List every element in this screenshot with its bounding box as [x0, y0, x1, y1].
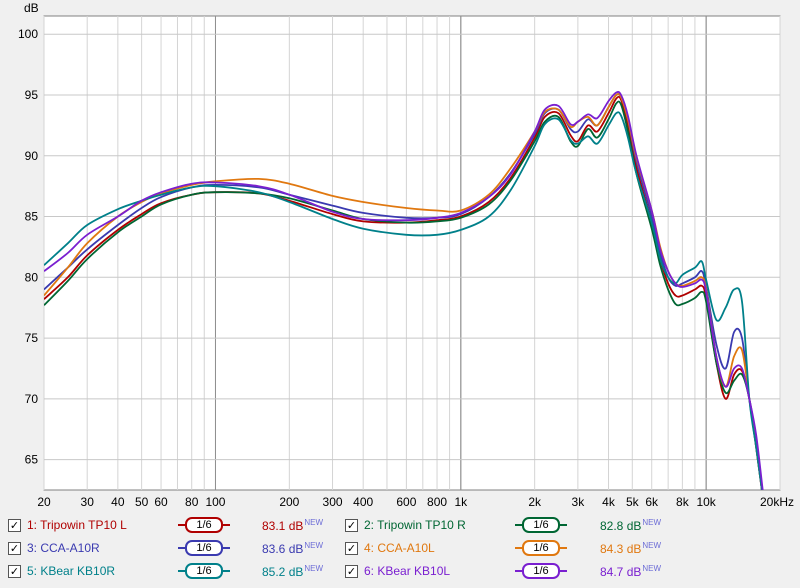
x-tick-label: 400 — [353, 495, 373, 508]
series-lines — [44, 91, 764, 490]
y-tick-label: 95 — [25, 88, 39, 102]
x-tick-label: 5k — [626, 495, 640, 508]
legend-label: 6: KBear KB10L — [364, 564, 451, 578]
x-tick-label: 600 — [396, 495, 416, 508]
x-tick-label: 80 — [185, 495, 199, 508]
legend-checkbox[interactable]: ✓ — [8, 518, 21, 532]
legend-item-3: ✓ 3: CCA-A10R — [8, 537, 100, 559]
x-tick-label: 1k — [454, 495, 468, 508]
x-tick-label: 50 — [135, 495, 149, 508]
new-badge: NEW — [642, 564, 662, 573]
new-badge: NEW — [304, 564, 324, 573]
y-tick-label: 80 — [25, 270, 39, 284]
legend-item-5: ✓ 5: KBear KB10R — [8, 560, 115, 582]
y-tick-labels: 65 70 75 80 85 90 95 100 — [18, 27, 38, 466]
x-tick-label: 10k — [696, 495, 716, 508]
legend-label: 2: Tripowin TP10 R — [364, 518, 466, 532]
y-tick-label: 70 — [25, 392, 39, 406]
legend-checkbox[interactable]: ✓ — [8, 564, 21, 578]
legend-label: 5: KBear KB10R — [27, 564, 116, 578]
legend-checkbox[interactable]: ✓ — [8, 541, 21, 555]
plot-area — [43, 15, 781, 491]
x-tick-label: 60 — [154, 495, 168, 508]
smoothing-selector[interactable]: 1/6 — [185, 540, 223, 556]
series-line-6 — [44, 91, 764, 490]
legend-item-2: ✓ 2: Tripowin TP10 R — [345, 514, 466, 536]
y-tick-label: 100 — [18, 27, 38, 41]
legend-item-6: ✓ 6: KBear KB10L — [345, 560, 450, 582]
y-axis-label: dB — [24, 1, 39, 15]
x-tick-label: 200 — [279, 495, 299, 508]
frequency-response-chart: 65 70 75 80 85 90 95 100 20 30 40 50 60 80 100 200 300 4… — [18, 1, 794, 508]
smoothing-selector[interactable]: 1/6 — [522, 540, 560, 556]
x-tick-label: 3k — [572, 495, 586, 508]
x-tick-label: 4k — [602, 495, 616, 508]
x-tick-label: 8k — [676, 495, 690, 508]
legend-checkbox[interactable]: ✓ — [345, 518, 358, 532]
smoothing-selector[interactable]: 1/6 — [522, 563, 560, 579]
legend-level: 84.7 dBNEW — [600, 564, 662, 579]
y-tick-label: 65 — [25, 453, 39, 467]
legend-level: 83.1 dBNEW — [262, 518, 324, 533]
legend-level: 85.2 dBNEW — [262, 564, 324, 579]
legend-level: 83.6 dBNEW — [262, 541, 324, 556]
legend-label: 4: CCA-A10L — [364, 541, 435, 555]
legend-label: 1: Tripowin TP10 L — [27, 518, 127, 532]
x-tick-label: 2k — [528, 495, 542, 508]
y-tick-label: 90 — [25, 149, 39, 163]
grid-lines — [43, 16, 781, 490]
legend-level: 82.8 dBNEW — [600, 518, 662, 533]
x-tick-label: 20 — [37, 495, 51, 508]
legend-item-1: ✓ 1: Tripowin TP10 L — [8, 514, 127, 536]
x-tick-label: 100 — [205, 495, 225, 508]
new-badge: NEW — [304, 518, 324, 527]
legend-item-4: ✓ 4: CCA-A10L — [345, 537, 435, 559]
x-tick-label: 20kHz — [760, 495, 794, 508]
smoothing-selector[interactable]: 1/6 — [185, 517, 223, 533]
x-tick-label: 40 — [111, 495, 125, 508]
x-tick-label: 300 — [323, 495, 343, 508]
series-line-2 — [44, 100, 763, 490]
new-badge: NEW — [304, 541, 324, 550]
y-tick-label: 85 — [25, 210, 39, 224]
x-tick-label: 6k — [645, 495, 659, 508]
legend: ✓ 1: Tripowin TP10 L 1/6 83.1 dBNEW ✓ 2: Trip… — [0, 508, 800, 588]
legend-checkbox[interactable]: ✓ — [345, 541, 358, 555]
smoothing-selector[interactable]: 1/6 — [522, 517, 560, 533]
series-line-5 — [44, 111, 763, 490]
legend-label: 3: CCA-A10R — [27, 541, 100, 555]
legend-checkbox[interactable]: ✓ — [345, 564, 358, 578]
smoothing-selector[interactable]: 1/6 — [185, 563, 223, 579]
new-badge: NEW — [642, 518, 662, 527]
new-badge: NEW — [642, 541, 662, 550]
x-tick-label: 30 — [81, 495, 95, 508]
x-tick-labels: 20 30 40 50 60 80 100 200 300 400 600 800 1k 2k 3k 4k 5k… — [37, 495, 794, 508]
y-tick-label: 75 — [25, 331, 39, 345]
legend-level: 84.3 dBNEW — [600, 541, 662, 556]
x-tick-label: 800 — [427, 495, 447, 508]
